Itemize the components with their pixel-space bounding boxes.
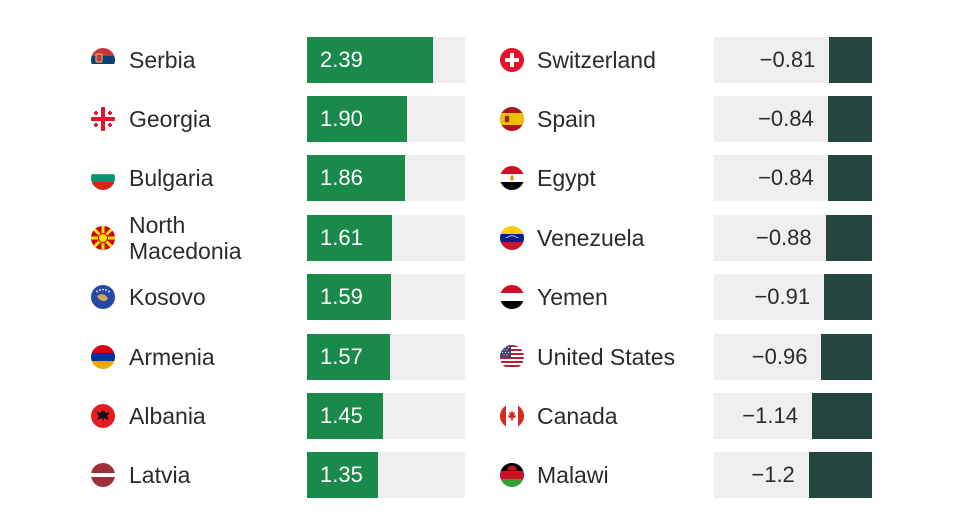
bar bbox=[307, 37, 433, 83]
data-label: 1.45 bbox=[320, 403, 363, 428]
data-label: 1.90 bbox=[320, 106, 363, 131]
georgia-flag-icon bbox=[91, 107, 115, 131]
malawi-flag-icon bbox=[500, 463, 524, 487]
albania-flag-icon bbox=[91, 404, 115, 428]
bar-row-albania: Albania 1.45 bbox=[0, 393, 960, 439]
data-label: −0.84 bbox=[758, 106, 814, 131]
bar bbox=[307, 155, 405, 201]
data-label: 1.61 bbox=[320, 225, 363, 250]
category-label: Serbia bbox=[129, 47, 196, 73]
category-label: Yemen bbox=[537, 284, 608, 310]
bar-row-serbia: Serbia 2.39 bbox=[0, 37, 960, 83]
venezuela-flag-icon bbox=[500, 226, 524, 250]
data-label: −1.14 bbox=[742, 403, 798, 428]
bar-row-kosovo: Kosovo 1.59 bbox=[0, 274, 960, 320]
bar bbox=[307, 215, 392, 261]
data-label: 1.59 bbox=[320, 284, 363, 309]
data-label: −0.84 bbox=[758, 165, 814, 190]
bar-row-canada: Canada −1.14 bbox=[0, 393, 960, 439]
armenia-flag-icon bbox=[91, 345, 115, 369]
bar-row-north-macedonia: North Macedonia 1.61 bbox=[0, 212, 960, 264]
bar-row-georgia: Georgia 1.90 bbox=[0, 96, 960, 142]
data-label: −0.96 bbox=[751, 344, 808, 369]
category-label: Egypt bbox=[537, 165, 596, 191]
egypt-flag-icon bbox=[500, 166, 524, 190]
bar bbox=[808, 452, 872, 498]
bar-row-egypt: Egypt −0.84 bbox=[0, 155, 960, 201]
bar bbox=[307, 452, 379, 498]
data-label: −1.2 bbox=[751, 462, 795, 487]
bar-row-yemen: Yemen −0.91 bbox=[0, 274, 960, 320]
bar-row-switzerland: Switzerland −0.81 bbox=[0, 37, 960, 83]
switzerland-flag-icon bbox=[500, 48, 524, 72]
bar bbox=[307, 96, 408, 142]
bar-row-bulgaria: Bulgaria 1.86 bbox=[0, 155, 960, 201]
category-label: Albania bbox=[129, 403, 206, 429]
bar bbox=[825, 215, 872, 261]
north-macedonia-flag-icon bbox=[91, 226, 115, 250]
bar bbox=[307, 274, 391, 320]
data-label: 2.39 bbox=[320, 47, 363, 72]
bar bbox=[811, 393, 872, 439]
category-label: Canada bbox=[537, 403, 618, 429]
bar-row-malawi: Malawi −1.2 bbox=[0, 452, 960, 498]
bar bbox=[307, 393, 384, 439]
category-label: Venezuela bbox=[537, 225, 645, 251]
category-label: Armenia bbox=[129, 344, 215, 370]
kosovo-flag-icon bbox=[91, 285, 115, 309]
category-label: Kosovo bbox=[129, 284, 206, 310]
data-label: −0.91 bbox=[754, 284, 811, 309]
bar bbox=[824, 274, 872, 320]
bar bbox=[827, 155, 872, 201]
category-label: Latvia bbox=[129, 462, 191, 488]
bar-row-latvia: Latvia 1.35 bbox=[0, 452, 960, 498]
serbia-flag-icon bbox=[91, 48, 115, 72]
category-label: Bulgaria bbox=[129, 165, 214, 191]
category-label: Malawi bbox=[537, 462, 609, 488]
category-label: United States bbox=[537, 344, 676, 370]
data-label: −0.88 bbox=[755, 225, 812, 250]
bar bbox=[829, 37, 872, 83]
data-label: 1.57 bbox=[320, 344, 363, 369]
bar-row-spain: Spain −0.84 bbox=[0, 96, 960, 142]
yemen-flag-icon bbox=[500, 285, 524, 309]
bar bbox=[827, 96, 872, 142]
data-label: 1.86 bbox=[320, 165, 363, 190]
category-label: Spain bbox=[537, 106, 596, 132]
data-label: 1.35 bbox=[320, 462, 363, 487]
spain-flag-icon bbox=[500, 107, 524, 131]
bar bbox=[307, 334, 390, 380]
canada-flag-icon bbox=[500, 404, 524, 428]
bulgaria-flag-icon bbox=[91, 166, 115, 190]
bar-row-united-states: United States −0.96 bbox=[0, 334, 960, 380]
latvia-flag-icon bbox=[91, 463, 115, 487]
category-label: Switzerland bbox=[537, 47, 656, 73]
bar bbox=[821, 334, 872, 380]
category-label: North Macedonia bbox=[129, 212, 242, 264]
bar-row-armenia: Armenia 1.57 bbox=[0, 334, 960, 380]
data-label: −0.81 bbox=[759, 47, 816, 72]
united-states-flag-icon bbox=[500, 345, 524, 369]
category-label: Georgia bbox=[129, 106, 211, 132]
bar-row-venezuela: Venezuela −0.88 bbox=[0, 215, 960, 261]
